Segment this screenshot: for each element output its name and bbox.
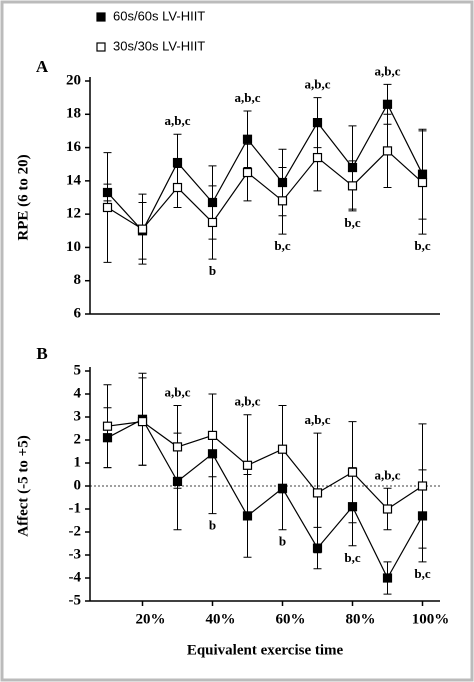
marker <box>242 460 253 470</box>
annotation: a,b,c <box>165 113 191 128</box>
series-line <box>107 150 423 230</box>
marker <box>172 157 183 168</box>
marker <box>417 169 428 179</box>
marker <box>312 152 323 163</box>
annotation: a,b,c <box>375 63 401 78</box>
marker <box>347 181 358 191</box>
marker <box>242 167 253 178</box>
marker <box>242 511 253 521</box>
annotation: b,c <box>414 566 430 581</box>
annotation: a,b,c <box>305 412 331 427</box>
marker <box>347 467 358 477</box>
annotation: a,b,c <box>235 394 261 409</box>
marker <box>172 182 183 193</box>
marker <box>172 476 183 486</box>
y-tick-label: -2 <box>69 523 82 539</box>
marker <box>417 481 428 491</box>
marker <box>312 118 323 128</box>
x-tick-label: 100% <box>412 611 450 627</box>
marker <box>382 573 393 583</box>
legend-marker <box>96 12 106 22</box>
y-tick-label: 18 <box>66 106 81 122</box>
y-tick-label: 1 <box>74 454 82 470</box>
y-tick-label: 3 <box>74 408 82 424</box>
marker <box>102 421 113 431</box>
marker <box>207 217 218 228</box>
marker <box>277 196 288 206</box>
y-tick-label: 20 <box>66 72 81 88</box>
marker <box>207 197 218 208</box>
legend-marker <box>96 42 106 52</box>
marker <box>417 177 428 188</box>
marker <box>207 449 218 459</box>
y-axis-label: Affect (-5 to +5) <box>15 435 31 536</box>
marker <box>382 146 393 156</box>
y-tick-label: 16 <box>66 139 82 155</box>
marker <box>207 430 218 440</box>
marker <box>137 224 148 234</box>
legend-label: 30s/30s LV-HIIT <box>113 38 205 53</box>
y-tick-label: 14 <box>66 172 82 188</box>
legend-label: 60s/60s LV-HIIT <box>113 8 205 23</box>
marker <box>102 202 113 213</box>
panel-label: B <box>36 344 47 363</box>
y-tick-label: -4 <box>69 569 82 585</box>
x-tick-label: 60% <box>276 611 306 627</box>
marker <box>172 442 183 452</box>
series-line <box>107 418 424 580</box>
y-tick-label: -5 <box>69 592 82 608</box>
x-tick-label: 80% <box>346 611 376 627</box>
panel-label: A <box>36 57 49 76</box>
annotation: b <box>209 263 216 278</box>
y-tick-label: -3 <box>69 546 82 562</box>
y-axis-label: RPE (6 to 20) <box>15 154 31 240</box>
marker <box>242 134 253 144</box>
marker <box>102 187 113 198</box>
y-tick-label: 12 <box>66 206 81 222</box>
marker <box>417 511 428 521</box>
marker <box>347 162 358 173</box>
annotation: b,c <box>414 238 430 253</box>
annotation: b <box>279 534 286 549</box>
series-line <box>107 103 424 232</box>
x-tick-label: 40% <box>206 611 236 627</box>
annotation: b,c <box>274 238 290 253</box>
x-axis-label: Equivalent exercise time <box>187 642 344 658</box>
annotation: b,c <box>344 550 360 565</box>
marker <box>277 483 288 493</box>
marker <box>382 504 393 514</box>
marker <box>347 502 358 512</box>
y-tick-label: 8 <box>74 272 82 288</box>
y-tick-label: 5 <box>74 362 82 378</box>
marker <box>312 543 323 553</box>
annotation: a,b,c <box>375 467 401 482</box>
marker <box>137 417 148 427</box>
annotation: a,b,c <box>165 384 191 399</box>
annotation: b,c <box>344 215 360 230</box>
y-tick-label: 6 <box>74 305 82 321</box>
marker <box>312 488 323 498</box>
annotation: a,b,c <box>305 77 331 92</box>
marker <box>277 177 288 188</box>
y-tick-label: 10 <box>66 239 81 255</box>
series-line <box>107 420 423 510</box>
y-tick-label: 4 <box>74 385 82 401</box>
y-tick-label: -1 <box>69 500 82 516</box>
marker <box>102 433 113 443</box>
y-tick-label: 2 <box>74 431 82 447</box>
x-tick-label: 20% <box>136 611 166 627</box>
y-tick-label: 0 <box>74 477 82 493</box>
marker <box>382 99 393 109</box>
annotation: a,b,c <box>235 90 261 105</box>
annotation: b <box>209 518 216 533</box>
marker <box>277 444 288 454</box>
